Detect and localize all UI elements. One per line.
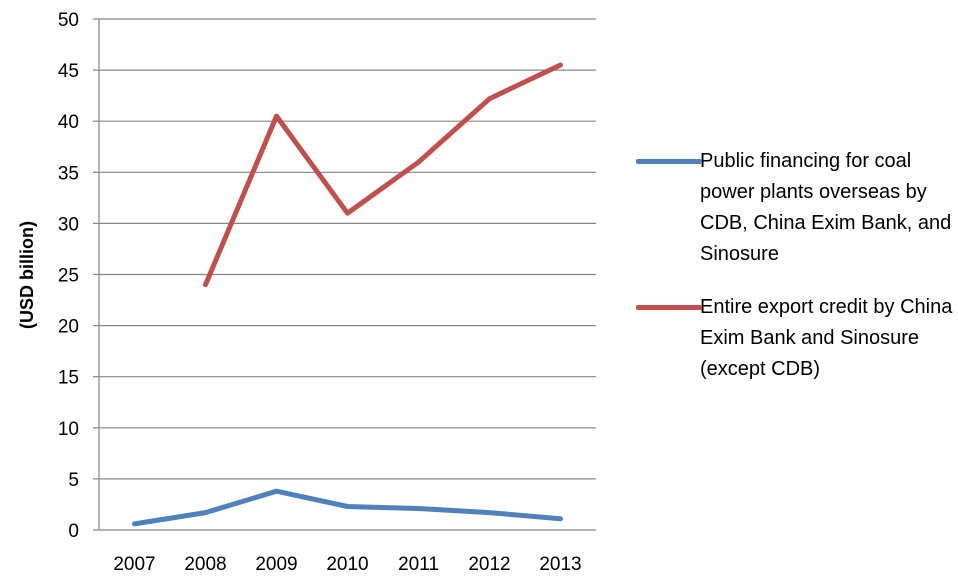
y-tick-label: 45 xyxy=(58,61,79,82)
legend-label: Public financing for coal power plants o… xyxy=(700,150,952,265)
y-tick-label: 50 xyxy=(58,10,79,31)
y-tick-label: 20 xyxy=(58,317,79,338)
series-line-0 xyxy=(132,488,563,527)
legend-item-public-financing: Public financing for coal power plants o… xyxy=(636,146,958,270)
legend-swatch-blue xyxy=(636,159,702,164)
y-tick-label: 15 xyxy=(58,368,79,389)
legend-item-export-credit: Entire export credit by China Exim Bank … xyxy=(636,292,958,385)
y-tick-label: 5 xyxy=(68,470,79,491)
legend-swatch-red xyxy=(636,305,702,310)
y-tick-label: 0 xyxy=(68,521,79,542)
y-axis-label: (USD billion) xyxy=(17,221,37,329)
x-axis-tick-labels: 2007 2008 2009 2010 2011 2012 2013 xyxy=(113,554,581,575)
x-tick-label: 2009 xyxy=(255,554,297,575)
x-tick-label: 2007 xyxy=(113,554,155,575)
series-line-1 xyxy=(203,62,563,288)
x-tick-label: 2008 xyxy=(184,554,226,575)
y-tick-label: 10 xyxy=(58,419,79,440)
series-lines xyxy=(132,62,563,527)
y-tick-label: 40 xyxy=(58,112,79,133)
y-tick-label: 30 xyxy=(58,214,79,235)
y-axis-tick-labels: 0 5 10 15 20 25 30 35 40 45 50 xyxy=(58,10,79,542)
y-tick-label: 35 xyxy=(58,163,79,184)
x-tick-label: 2013 xyxy=(539,554,581,575)
legend: Public financing for coal power plants o… xyxy=(636,146,958,385)
gridlines xyxy=(93,18,596,531)
x-tick-label: 2010 xyxy=(326,554,368,575)
y-tick-label: 25 xyxy=(58,266,79,287)
legend-label: Entire export credit by China Exim Bank … xyxy=(700,296,953,380)
x-tick-label: 2011 xyxy=(398,554,439,575)
x-tick-label: 2012 xyxy=(468,554,510,575)
